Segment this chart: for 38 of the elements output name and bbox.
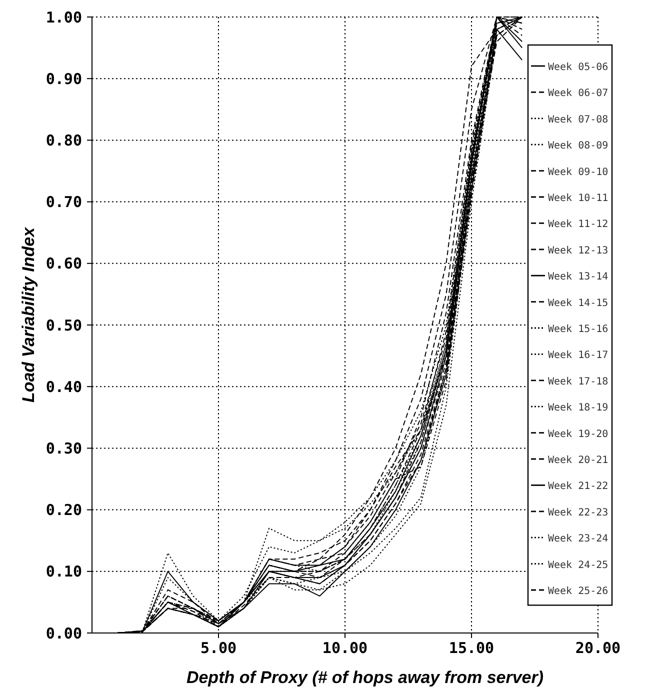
legend-label: Week 24-25 [548, 560, 608, 571]
x-tick-label: 10.00 [322, 639, 368, 657]
legend-label: Week 14-15 [548, 298, 608, 309]
legend-label: Week 12-13 [548, 245, 608, 256]
legend-label: Week 20-21 [548, 455, 608, 466]
y-tick-label: 1.00 [46, 8, 82, 26]
x-tick-label: 20.00 [575, 639, 621, 657]
y-tick-label: 0.50 [46, 316, 82, 334]
legend-label: Week 10-11 [548, 193, 608, 204]
legend-label: Week 15-16 [548, 324, 608, 335]
y-tick-label: 0.40 [46, 378, 82, 396]
legend-label: Week 13-14 [548, 272, 608, 283]
legend-label: Week 22-23 [548, 507, 608, 518]
legend-label: Week 23-24 [548, 534, 608, 545]
legend-label: Week 18-19 [548, 402, 608, 414]
legend-label: Week 07-08 [548, 114, 608, 126]
y-tick-label: 0.30 [46, 439, 82, 458]
y-tick-label: 0.80 [46, 131, 82, 150]
y-tick-label: 0.10 [46, 562, 82, 581]
y-tick-label: 0.60 [46, 254, 82, 273]
x-axis-title: Depth of Proxy (# of hops away from server) [186, 668, 544, 687]
x-tick-label: 5.00 [200, 639, 237, 657]
legend-label: Week 19-20 [548, 428, 608, 440]
legend-label: Week 09-10 [548, 166, 608, 178]
y-tick-label: 0.90 [46, 70, 82, 88]
legend-label: Week 06-07 [548, 88, 608, 100]
legend-label: Week 21-22 [548, 481, 608, 492]
y-tick-label: 0.00 [46, 624, 82, 642]
y-tick-label: 0.70 [46, 193, 82, 212]
legend-label: Week 25-26 [548, 586, 608, 597]
legend-label: Week 08-09 [548, 140, 608, 152]
y-axis-title: Load Variability Index [19, 226, 38, 403]
legend-label: Week 05-06 [548, 62, 608, 73]
legend-label: Week 17-18 [548, 376, 608, 388]
y-tick-label: 0.20 [46, 501, 82, 520]
legend-label: Week 16-17 [548, 350, 608, 362]
x-tick-label: 15.00 [448, 639, 494, 657]
legend-label: Week 11-12 [548, 219, 608, 230]
